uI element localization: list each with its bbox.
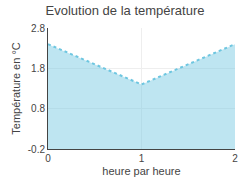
svg-text:1.8: 1.8 xyxy=(31,63,45,74)
svg-text:0.8: 0.8 xyxy=(31,103,45,114)
svg-text:2.8: 2.8 xyxy=(31,23,45,34)
svg-text:-0.2: -0.2 xyxy=(28,144,46,155)
svg-text:Evolution de la température: Evolution de la température xyxy=(46,3,205,18)
svg-text:1: 1 xyxy=(139,153,145,164)
svg-text:heure par heure: heure par heure xyxy=(102,165,180,177)
svg-text:0: 0 xyxy=(45,153,51,164)
svg-text:Température en °C: Température en °C xyxy=(10,42,22,134)
svg-text:2: 2 xyxy=(232,153,238,164)
